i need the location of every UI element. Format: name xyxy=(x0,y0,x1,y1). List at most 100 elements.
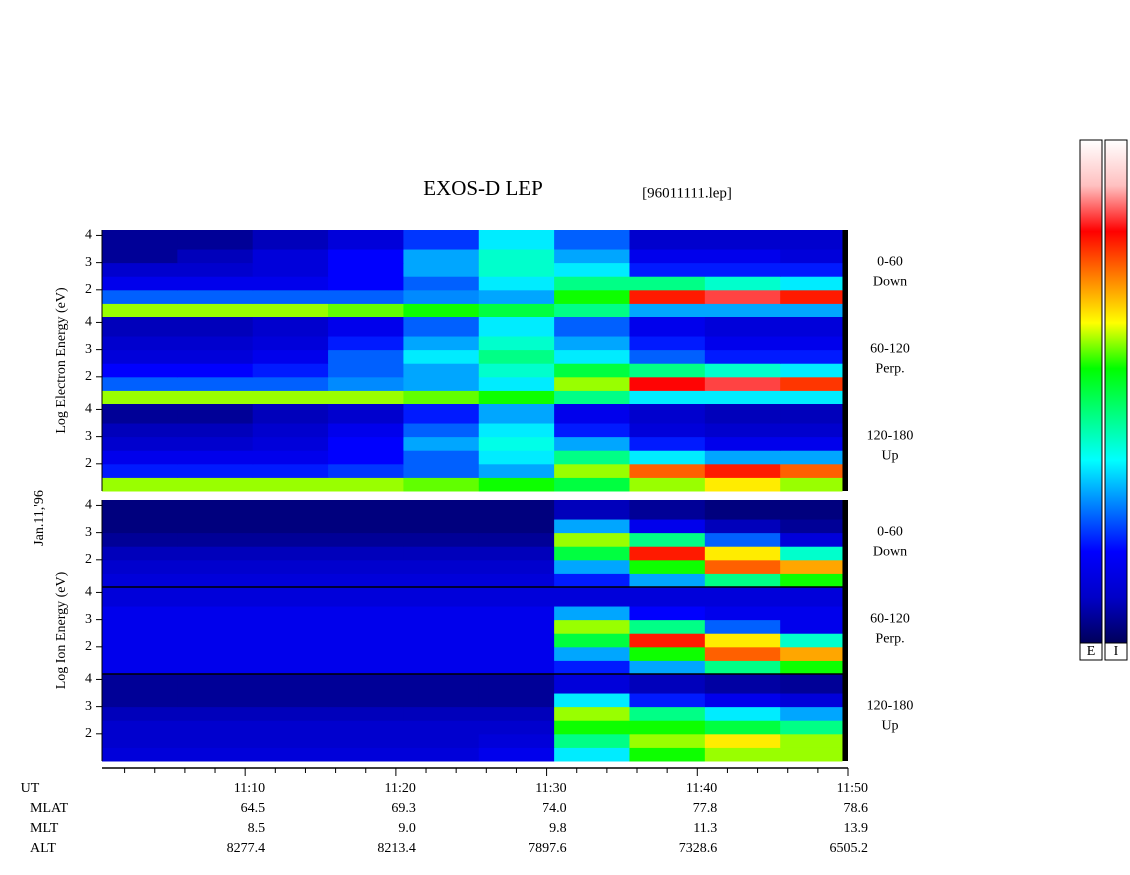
heatmap-cell xyxy=(780,532,843,547)
heatmap-cell xyxy=(704,262,781,277)
heatmap-cell xyxy=(780,573,843,588)
heatmap-cell xyxy=(177,450,254,465)
orbit-value: 11.3 xyxy=(693,821,717,836)
date-label: Jan.11,'96 xyxy=(32,490,47,546)
heatmap-cell xyxy=(478,289,555,304)
heatmap-cell xyxy=(780,546,843,561)
heatmap-cell xyxy=(629,747,706,762)
heatmap-cell xyxy=(780,276,843,291)
heatmap-cell xyxy=(478,477,555,492)
orbit-row-label: MLT xyxy=(30,821,59,836)
heatmap-cell xyxy=(177,619,254,634)
heatmap-cell xyxy=(328,376,404,391)
direction-label: Up xyxy=(881,719,898,734)
heatmap-cell xyxy=(629,720,706,735)
heatmap-cell xyxy=(554,349,630,364)
heatmap-cell xyxy=(629,423,706,438)
heatmap-cell xyxy=(102,646,178,661)
heatmap-cell xyxy=(177,559,254,574)
heatmap-cell xyxy=(252,230,329,250)
y-tick-label: 2 xyxy=(85,456,92,471)
heatmap-cell xyxy=(704,619,781,634)
heatmap-cell xyxy=(629,733,706,748)
heatmap-cell xyxy=(554,404,630,424)
heatmap-cell xyxy=(780,404,843,424)
x-tick-label: 11:10 xyxy=(234,781,265,796)
heatmap-cell xyxy=(102,706,178,721)
heatmap-cell xyxy=(554,674,630,694)
orbit-value: 9.0 xyxy=(398,821,416,836)
heatmap-cell xyxy=(403,660,480,675)
heatmap-cell xyxy=(102,390,178,405)
heatmap-cell xyxy=(102,317,178,337)
heatmap-cell xyxy=(478,587,555,607)
colorbar-label-box xyxy=(1104,642,1128,661)
heatmap-cell xyxy=(177,660,254,675)
orbit-value: 8277.4 xyxy=(227,841,266,856)
heatmap-cell xyxy=(704,463,781,478)
heatmap-cell xyxy=(629,262,706,277)
heatmap-cell xyxy=(554,706,630,721)
heatmap-cell xyxy=(252,450,329,465)
group-label: Log Ion Energy (eV) xyxy=(54,571,69,689)
heatmap-cell xyxy=(102,349,178,364)
heatmap-cell xyxy=(252,500,329,520)
heatmap-cell xyxy=(102,249,178,264)
orbit-value: 9.8 xyxy=(549,821,567,836)
orbit-value: 7897.6 xyxy=(528,841,567,856)
heatmap-cell xyxy=(177,546,254,561)
heatmap-cell xyxy=(328,546,404,561)
heatmap-cell xyxy=(704,376,781,391)
orbit-value: 74.0 xyxy=(542,801,567,816)
y-tick-label: 4 xyxy=(85,585,92,600)
heatmap-cell xyxy=(328,587,404,607)
heatmap-cell xyxy=(328,349,404,364)
heatmap-cell xyxy=(252,573,329,588)
heatmap-cell xyxy=(403,249,480,264)
heatmap-cell xyxy=(102,404,178,424)
heatmap-cell xyxy=(403,404,480,424)
heatmap-cell xyxy=(252,646,329,661)
heatmap-cell xyxy=(403,349,480,364)
heatmap-cell xyxy=(704,363,781,378)
heatmap-cell xyxy=(478,404,555,424)
x-tick-label: 11:30 xyxy=(535,781,566,796)
heatmap-cell xyxy=(629,249,706,264)
heatmap-cell xyxy=(252,303,329,318)
heatmap-cell xyxy=(478,303,555,318)
heatmap-cell xyxy=(403,303,480,318)
heatmap-cell xyxy=(102,606,178,621)
heatmap-cell xyxy=(554,606,630,621)
heatmap-cell xyxy=(704,747,781,762)
heatmap-cell xyxy=(704,693,781,708)
heatmap-cell xyxy=(478,317,555,337)
heatmap-cell xyxy=(554,289,630,304)
heatmap-cell xyxy=(554,230,630,250)
heatmap-cell xyxy=(252,249,329,264)
heatmap-cell xyxy=(704,500,781,520)
heatmap-cell xyxy=(704,436,781,451)
group-label: Log Electron Energy (eV) xyxy=(54,287,69,434)
heatmap-cell xyxy=(177,633,254,648)
heatmap-cell xyxy=(403,633,480,648)
heatmap-cell xyxy=(102,450,178,465)
heatmap-cell xyxy=(102,747,178,762)
heatmap-cell xyxy=(177,646,254,661)
heatmap-cell xyxy=(102,674,178,694)
heatmap-cell xyxy=(403,376,480,391)
heatmap-cell xyxy=(704,606,781,621)
heatmap-cell xyxy=(403,606,480,621)
heatmap-cell xyxy=(177,720,254,735)
heatmap-cell xyxy=(403,720,480,735)
heatmap-cell xyxy=(403,262,480,277)
heatmap-cell xyxy=(252,276,329,291)
heatmap-cell xyxy=(252,376,329,391)
heatmap-cell xyxy=(177,276,254,291)
heatmap-cell xyxy=(252,390,329,405)
heatmap-cell xyxy=(629,376,706,391)
orbit-value: 8.5 xyxy=(248,821,266,836)
heatmap-cell xyxy=(629,546,706,561)
heatmap-cell xyxy=(780,606,843,621)
heatmap-cell xyxy=(704,720,781,735)
heatmap-cell xyxy=(704,276,781,291)
